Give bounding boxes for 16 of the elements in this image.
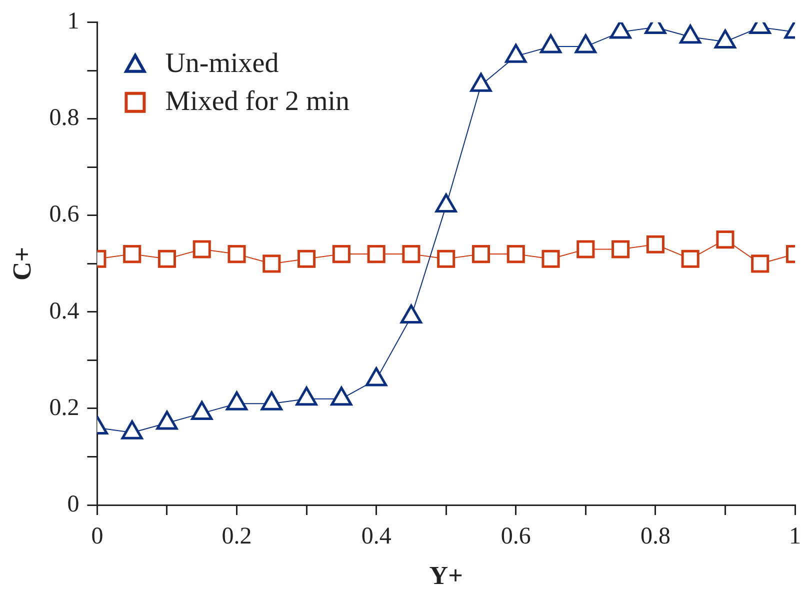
legend-label: Mixed for 2 min xyxy=(165,86,350,117)
y-axis-title: C+ xyxy=(7,246,36,280)
x-tick-label: 1 xyxy=(789,524,801,550)
x-tick-label: 0.8 xyxy=(640,524,670,550)
y-tick-label: 0.8 xyxy=(49,105,80,132)
y-tick-label: 0.6 xyxy=(49,202,80,228)
x-axis-title: Y+ xyxy=(429,561,463,590)
y-tick-label: 0.2 xyxy=(49,394,80,421)
y-tick-label: 1 xyxy=(67,8,80,35)
legend-label: Un-mixed xyxy=(165,48,279,79)
y-tick-label: 0 xyxy=(67,491,80,518)
y-tick-label: 0.4 xyxy=(49,298,80,324)
x-tick-label: 0.6 xyxy=(500,524,531,550)
x-tick-label: 0 xyxy=(91,524,104,550)
x-tick-label: 0.2 xyxy=(222,524,252,550)
x-tick-label: 0.4 xyxy=(361,524,392,550)
